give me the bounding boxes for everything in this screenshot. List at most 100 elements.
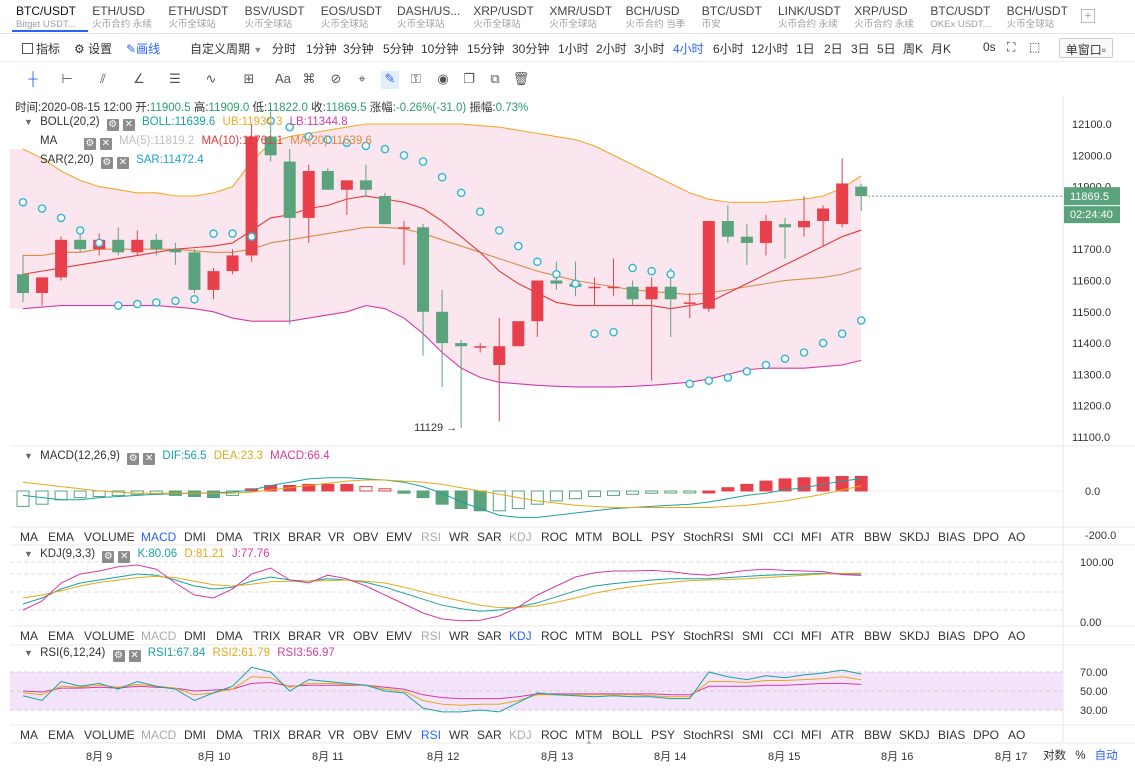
period-option[interactable]: 5分钟 bbox=[383, 42, 414, 56]
indicator-tab[interactable]: TRIX bbox=[253, 728, 281, 742]
sar-settings-icon[interactable]: ⚙ bbox=[100, 157, 113, 169]
magnet-icon[interactable]: ⊘ bbox=[330, 71, 342, 86]
text-tool-icon[interactable]: Aa bbox=[275, 71, 291, 86]
auto-scale-toggle[interactable]: 自动 bbox=[1094, 750, 1118, 762]
ma-close-icon[interactable]: ✕ bbox=[99, 138, 112, 150]
indicator-tab[interactable]: EMA bbox=[48, 530, 75, 544]
indicator-tab[interactable]: VOLUME bbox=[84, 629, 135, 643]
horizontal-segment-icon[interactable]: ⊢ bbox=[61, 71, 73, 86]
keep-drawing-icon[interactable]: ✎ bbox=[381, 71, 399, 89]
symbol-tab[interactable]: LINK/USDT 火币合约 永续 bbox=[774, 4, 850, 32]
kdj-settings-icon[interactable]: ⚙ bbox=[102, 551, 115, 563]
indicator-tab[interactable]: RSI bbox=[421, 530, 442, 544]
period-option[interactable]: 1分钟 bbox=[306, 42, 337, 56]
period-option[interactable]: 分时 bbox=[272, 42, 297, 56]
indicator-tab[interactable]: ROC bbox=[541, 728, 568, 742]
indicator-tab[interactable]: BOLL bbox=[612, 728, 643, 742]
eye-icon[interactable]: ◉ bbox=[437, 71, 449, 86]
symbol-tab[interactable]: ETH/USDT 火币全球站 bbox=[164, 4, 240, 32]
parallel-lines-icon[interactable]: ⫽ bbox=[100, 71, 106, 86]
indicator-tab[interactable]: AO bbox=[1008, 629, 1026, 643]
indicator-tab[interactable]: OBV bbox=[353, 629, 379, 643]
indicator-tab[interactable]: ROC bbox=[541, 530, 568, 544]
measure-icon[interactable]: ⊞ bbox=[243, 71, 255, 86]
collapse-icon[interactable]: ▼ bbox=[24, 549, 33, 559]
indicator-tab[interactable]: MFI bbox=[801, 728, 822, 742]
indicator-tab[interactable]: SMI bbox=[742, 530, 764, 544]
indicator-tab[interactable]: EMA bbox=[48, 728, 75, 742]
indicator-tab[interactable]: BRAR bbox=[288, 629, 322, 643]
indicator-tab[interactable]: TRIX bbox=[253, 530, 281, 544]
symbol-tab[interactable]: BCH/USDT 火币全球站 bbox=[1003, 4, 1079, 32]
angle-icon[interactable]: ∠ bbox=[133, 71, 145, 86]
indicator-tab[interactable]: DMI bbox=[184, 629, 206, 643]
indicator-tab[interactable]: MFI bbox=[801, 530, 822, 544]
ruler-icon[interactable]: ⌖ bbox=[358, 71, 366, 86]
indicator-tab[interactable]: StochRSI bbox=[683, 728, 734, 742]
indicator-tab[interactable]: SAR bbox=[477, 530, 502, 544]
period-option[interactable]: 3分钟 bbox=[343, 42, 374, 56]
indicator-tab[interactable]: ATR bbox=[831, 530, 855, 544]
indicator-tab[interactable]: ROC bbox=[541, 629, 568, 643]
fib-levels-icon[interactable]: ☰ bbox=[169, 71, 181, 86]
custom-period-dropdown[interactable]: 自定义周期 ▼ bbox=[190, 40, 262, 57]
indicator-tab[interactable]: CCI bbox=[773, 629, 794, 643]
period-option[interactable]: 5日 bbox=[877, 42, 896, 56]
indicator-tab[interactable]: WR bbox=[449, 728, 469, 742]
copy-icon[interactable]: ❐ bbox=[463, 71, 475, 86]
indicator-tab[interactable]: VOLUME bbox=[84, 530, 135, 544]
indicator-tab[interactable]: MA bbox=[20, 530, 38, 544]
period-option[interactable]: 3日 bbox=[851, 42, 870, 56]
indicator-tab[interactable]: EMV bbox=[386, 728, 413, 742]
wave-pattern-icon[interactable]: ∿ bbox=[205, 71, 217, 86]
period-option[interactable]: 10分钟 bbox=[421, 42, 459, 56]
brush-icon[interactable]: ⌘ bbox=[302, 71, 316, 86]
indicator-tab[interactable]: BIAS bbox=[938, 530, 966, 544]
indicator-tab[interactable]: BOLL bbox=[612, 530, 643, 544]
indicator-tab[interactable]: MTM bbox=[575, 629, 603, 643]
indicator-tab[interactable]: BBW bbox=[864, 728, 892, 742]
macd-close-icon[interactable]: ✕ bbox=[143, 453, 156, 465]
indicator-tab[interactable]: DPO bbox=[973, 629, 1000, 643]
log-scale-toggle[interactable]: 对数 bbox=[1043, 750, 1066, 762]
window-mode-select[interactable]: 单窗口▫ bbox=[1058, 38, 1113, 58]
indicator-tab[interactable]: CCI bbox=[773, 728, 794, 742]
symbol-tab[interactable]: DASH/US... 火币全球站 bbox=[393, 4, 469, 32]
indicator-tab[interactable]: ATR bbox=[831, 629, 855, 643]
indicator-tab[interactable]: AO bbox=[1008, 530, 1026, 544]
indicator-tab[interactable]: DPO bbox=[973, 728, 1000, 742]
trash-icon[interactable]: 🗑 bbox=[512, 71, 530, 86]
settings-button[interactable]: ⚙ 设置 bbox=[74, 40, 112, 57]
collapse-icon[interactable]: ▼ bbox=[24, 648, 33, 658]
indicator-tab[interactable]: MACD bbox=[141, 728, 177, 742]
period-option[interactable]: 12小时 bbox=[751, 42, 789, 56]
indicator-tab[interactable]: SMI bbox=[742, 629, 764, 643]
indicator-tab[interactable]: PSY bbox=[651, 530, 676, 544]
period-option[interactable]: 6小时 bbox=[713, 42, 744, 56]
indicator-tab[interactable]: VR bbox=[328, 728, 345, 742]
layers-icon[interactable]: ⧉ bbox=[490, 71, 500, 86]
indicator-tab[interactable]: SKDJ bbox=[899, 629, 930, 643]
period-option[interactable]: 2日 bbox=[824, 42, 843, 56]
symbol-tab[interactable]: BSV/USDT 火币全球站 bbox=[241, 4, 317, 32]
period-option[interactable]: 周K bbox=[903, 42, 924, 56]
indicator-tab[interactable]: BIAS bbox=[938, 728, 966, 742]
indicator-tab[interactable]: EMA bbox=[48, 629, 75, 643]
indicator-tab[interactable]: PSY bbox=[651, 728, 676, 742]
percent-scale-toggle[interactable]: % bbox=[1075, 750, 1086, 762]
indicator-tab[interactable]: BBW bbox=[864, 530, 892, 544]
symbol-tab[interactable]: BCH/USD 火币合约 当季 bbox=[622, 4, 698, 32]
indicator-tab[interactable]: CCI bbox=[773, 530, 794, 544]
lock-icon[interactable]: ⚿ bbox=[411, 71, 421, 86]
indicator-tab[interactable]: MA bbox=[20, 629, 38, 643]
boll-settings-icon[interactable]: ⚙ bbox=[106, 119, 119, 131]
symbol-tab[interactable]: XMR/USDT 火币全球站 bbox=[545, 4, 621, 32]
indicator-tab[interactable]: MFI bbox=[801, 629, 822, 643]
symbol-tab[interactable]: BTC/USDT OKEx USDT... bbox=[926, 4, 1002, 32]
indicator-tab[interactable]: TRIX bbox=[253, 629, 281, 643]
add-tab-button[interactable]: + bbox=[1081, 9, 1095, 23]
indicator-tab[interactable]: MA bbox=[20, 728, 38, 742]
period-option[interactable]: 3小时 bbox=[634, 42, 665, 56]
indicator-tab[interactable]: OBV bbox=[353, 530, 379, 544]
symbol-tab[interactable]: XRP/USDT 火币全球站 bbox=[469, 4, 545, 32]
